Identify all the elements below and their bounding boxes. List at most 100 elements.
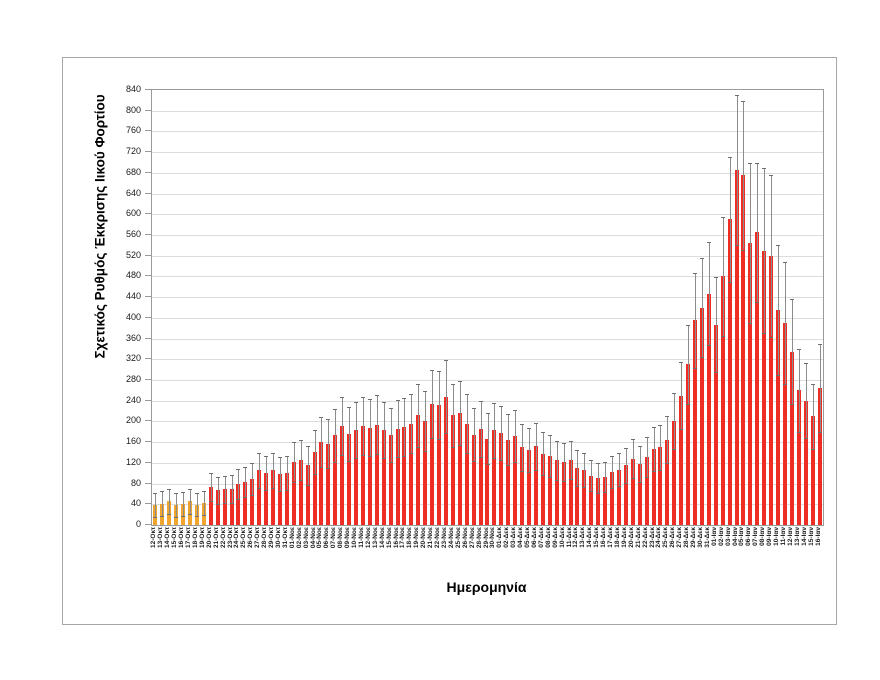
error-bar-cap xyxy=(727,281,732,283)
bar xyxy=(596,478,601,525)
error-bar-cap xyxy=(499,405,504,407)
error-bar-cap xyxy=(540,475,545,477)
y-tick-mark xyxy=(145,503,151,505)
error-bar-cap xyxy=(215,476,220,478)
error-bar-cap xyxy=(637,445,642,447)
error-bar xyxy=(729,157,731,282)
gridline xyxy=(152,338,823,340)
error-bar-cap xyxy=(755,302,760,304)
error-bar-cap xyxy=(430,438,435,439)
error-bar-cap xyxy=(201,515,206,517)
error-bar-cap xyxy=(547,476,552,478)
x-tick-label: 11-Ιαν xyxy=(779,527,787,546)
error-bar-cap xyxy=(340,454,345,456)
bar xyxy=(354,430,359,525)
error-bar-cap xyxy=(381,458,386,460)
error-bar xyxy=(245,467,247,498)
bar xyxy=(741,175,746,525)
error-bar-cap xyxy=(554,440,559,442)
error-bar-cap xyxy=(679,429,684,431)
error-bar-cap xyxy=(450,446,455,448)
y-tick-mark xyxy=(145,130,151,132)
y-tick-mark xyxy=(145,420,151,422)
x-tick-label: 14-Νοε xyxy=(378,527,386,549)
error-bar-cap xyxy=(596,493,601,495)
error-bar-cap xyxy=(367,399,372,401)
x-tick-label: 23-Νοε xyxy=(440,527,448,549)
error-bar-cap xyxy=(686,404,691,406)
error-bar-cap xyxy=(430,369,435,371)
x-tick-label: 22-Δεκ xyxy=(641,527,649,548)
error-bar-cap xyxy=(755,162,760,164)
y-tick-label: 280 xyxy=(125,374,141,384)
error-bar xyxy=(155,492,157,517)
bar xyxy=(360,425,365,525)
bar xyxy=(208,487,213,525)
error-bar xyxy=(598,463,600,494)
error-bar xyxy=(715,277,717,372)
error-bar-cap xyxy=(803,438,808,439)
error-bar-cap xyxy=(395,400,400,402)
error-bar xyxy=(736,95,738,246)
x-tick-label: 05-Δεκ xyxy=(524,527,531,548)
bar xyxy=(181,503,186,525)
y-tick-mark xyxy=(145,337,151,339)
error-bar-cap xyxy=(762,333,767,335)
x-tick-label: 20-Δεκ xyxy=(627,527,635,548)
y-axis-title: Σχετικός Ρυθμός Έκκρισης Ιικού Φορτίου xyxy=(92,94,108,359)
error-bar-cap xyxy=(817,343,822,345)
error-bar-cap xyxy=(243,467,248,468)
error-bar-cap xyxy=(810,383,815,385)
y-tick-mark xyxy=(145,316,151,318)
error-bar xyxy=(452,383,454,447)
y-tick-mark xyxy=(145,192,151,194)
bar xyxy=(513,435,518,525)
error-bar-cap xyxy=(693,272,698,274)
error-bar-cap xyxy=(402,455,407,457)
error-bar-cap xyxy=(769,336,774,338)
x-tick-label: 03-Νοε xyxy=(302,527,310,549)
error-bar-cap xyxy=(374,395,379,397)
error-bar xyxy=(563,442,565,481)
error-bar xyxy=(231,475,233,504)
error-bar-cap xyxy=(319,417,324,419)
error-bar xyxy=(542,431,544,476)
error-bar-cap xyxy=(734,245,739,247)
bar xyxy=(547,456,552,525)
error-bar-cap xyxy=(181,515,186,517)
y-tick-mark xyxy=(145,379,151,380)
bar xyxy=(374,424,379,525)
error-bar-cap xyxy=(250,495,255,497)
error-bar-cap xyxy=(796,431,801,433)
error-bar xyxy=(812,383,814,449)
error-bar-cap xyxy=(513,410,518,412)
y-tick-label: 0 xyxy=(135,519,141,529)
error-bar-cap xyxy=(630,439,635,441)
x-tick-label: 10-Δεκ xyxy=(558,527,566,548)
error-bar-cap xyxy=(208,473,213,475)
error-bar-cap xyxy=(243,497,248,499)
bar xyxy=(713,324,718,525)
error-bar xyxy=(176,492,178,517)
bar xyxy=(720,276,725,525)
error-bar xyxy=(501,405,503,460)
error-bar-cap xyxy=(699,258,704,260)
error-bar xyxy=(480,400,482,457)
bar xyxy=(471,434,476,525)
bar xyxy=(291,461,296,525)
y-tick-mark xyxy=(145,461,151,463)
error-bar-cap xyxy=(527,472,531,474)
error-bar xyxy=(805,363,807,438)
y-tick-label: 240 xyxy=(125,394,141,405)
error-bar xyxy=(646,437,648,477)
error-bar xyxy=(819,343,821,432)
x-tick-label: 31-Δεκ xyxy=(703,527,711,548)
error-bar-cap xyxy=(782,261,787,263)
y-tick-label: 480 xyxy=(125,270,141,281)
error-bar-cap xyxy=(582,452,587,454)
x-tick-label: 13-Νοε xyxy=(371,527,379,549)
error-bar xyxy=(286,455,288,490)
bar xyxy=(305,465,310,525)
error-bar-cap xyxy=(464,453,469,455)
